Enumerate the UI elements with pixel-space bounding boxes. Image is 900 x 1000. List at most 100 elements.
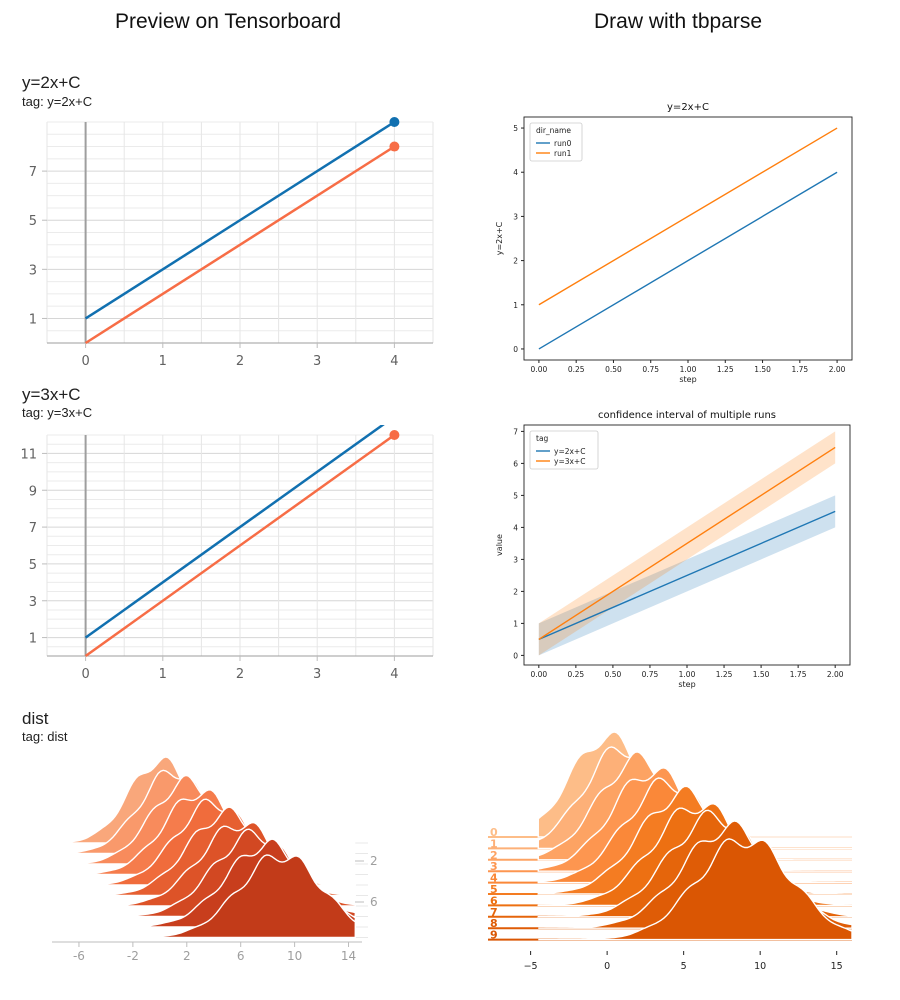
x-tick-label: 2.00 [829,365,846,374]
series-line-0 [84,425,385,639]
y-axis-label: y=2x+C [495,221,504,255]
x-tick-label: -6 [73,949,85,963]
x-tick-label: 0 [604,961,610,972]
x-tick-label: 2 [236,667,244,682]
y-tick-label: 5 [513,491,518,500]
row-label: 8 [490,917,498,930]
x-tick-label: 0.25 [568,670,585,679]
y-tick-label: 4 [513,168,518,177]
x-tick-label: 0.50 [605,365,622,374]
legend-entry-1: run1 [554,149,572,158]
x-tick-label: 2.00 [827,670,844,679]
y-tick-label: 3 [513,212,518,221]
x-tick-label: 10 [287,949,302,963]
x-tick-label: 0.25 [568,365,585,374]
row-label: 4 [490,872,498,885]
x-tick-label: 1.00 [680,365,697,374]
row-label: 5 [490,883,498,896]
series-line-0 [84,120,396,320]
x-tick-label: 14 [341,949,356,963]
row-label: 6 [490,894,498,907]
tb-scalar-chart-1: 1 3 5 7 0 1 2 3 4 [29,117,434,369]
x-tick-label: 3 [313,354,321,369]
x-tick-label: 1.75 [791,365,808,374]
step-tick-label: 6 [370,895,378,909]
legend-box [529,122,583,162]
series-line-0 [538,510,836,641]
x-tick-label: 1.25 [716,670,733,679]
x-tick-label: 0.00 [530,670,547,679]
y-tick-label: 4 [513,523,518,532]
x-tick-label: 3 [313,667,321,682]
y-tick-label: 6 [513,459,518,468]
x-axis-label: step [679,375,696,384]
y-tick-label: 3 [29,595,37,610]
tbparse-scalar-chart-1: y=2x+C 0.00 0.25 0.50 0.75 1.00 1.25 1.50 1.75 2.… [495,102,853,384]
y-tick-label: 7 [29,165,37,180]
series-end-point-1 [389,141,400,152]
x-tick-label: 4 [390,667,398,682]
row-label: 9 [490,929,498,942]
y-tick-label: 1 [513,619,518,628]
x-tick-label: 0.00 [531,365,548,374]
tb-dist-tag: tag: dist [22,729,68,744]
x-tick-label: 1 [159,354,167,369]
tb-scalar-chart-2: 1 3 5 7 9 11 0 1 2 3 4 [20,425,434,682]
y-tick-label: 2 [513,257,518,266]
legend-box [529,430,599,470]
y-tick-label: 3 [29,263,37,278]
x-tick-label: 0.75 [642,365,659,374]
y-tick-label: 1 [513,301,518,310]
legend-entry-0: y=2x+C [554,447,585,456]
y-tick-label: 5 [29,558,37,573]
x-tick-label: 2 [236,354,244,369]
series-line-1 [84,145,396,345]
series-line-0 [538,171,838,350]
y-tick-label: 0 [513,651,518,660]
chart-title: confidence interval of multiple runs [598,410,776,421]
x-axis-label: step [678,680,695,689]
x-tick-label: 4 [390,354,398,369]
y-tick-label: 2 [513,587,518,596]
x-tick-label: 1.50 [753,670,770,679]
left-column-heading: Preview on Tensorboard [115,10,342,33]
y-tick-label: 7 [513,427,518,436]
tb-chart1-title: y=2x+C [22,73,81,92]
x-tick-label: 1.50 [754,365,771,374]
series-line-1 [84,433,396,658]
x-tick-label: 10 [754,961,766,972]
series-end-point-1 [389,430,400,440]
tb-dist-chart: -6 -2 2 6 10 14 2 6 [51,756,378,963]
x-tick-label: 0 [81,667,89,682]
tb-chart2-tag: tag: y=3x+C [22,405,93,420]
tb-chart2-title: y=3x+C [22,385,81,404]
row-label: 0 [490,826,498,839]
y-tick-label: 5 [513,124,518,133]
row-label: 7 [490,906,498,919]
legend-entry-1: y=3x+C [554,457,585,466]
series-line-1 [538,127,838,306]
step-tick-label: 2 [370,854,378,868]
legend-entry-0: run0 [554,139,572,148]
y-tick-label: 5 [29,214,37,229]
y-tick-label: 1 [29,312,37,327]
x-tick-label: -2 [127,949,139,963]
series-line-1 [538,446,836,640]
x-tick-label: 6 [237,949,245,963]
x-tick-label: 1.00 [679,670,696,679]
chart-title: y=2x+C [667,102,709,113]
y-tick-label: 9 [29,484,37,499]
y-tick-label: 1 [29,632,37,647]
x-tick-label: 0.50 [605,670,622,679]
tbparse-ci-chart: confidence interval of multiple runs 0.00… [495,410,851,689]
series-end-point-0 [389,117,400,127]
legend-title: tag [536,434,549,443]
right-column-heading: Draw with tbparse [594,10,763,33]
legend-title: dir_name [536,126,571,135]
x-tick-label: 0.75 [642,670,659,679]
tb-dist-title: dist [22,709,49,728]
y-tick-label: 3 [513,555,518,564]
row-label: 2 [490,849,498,862]
x-tick-label: 1 [159,667,167,682]
